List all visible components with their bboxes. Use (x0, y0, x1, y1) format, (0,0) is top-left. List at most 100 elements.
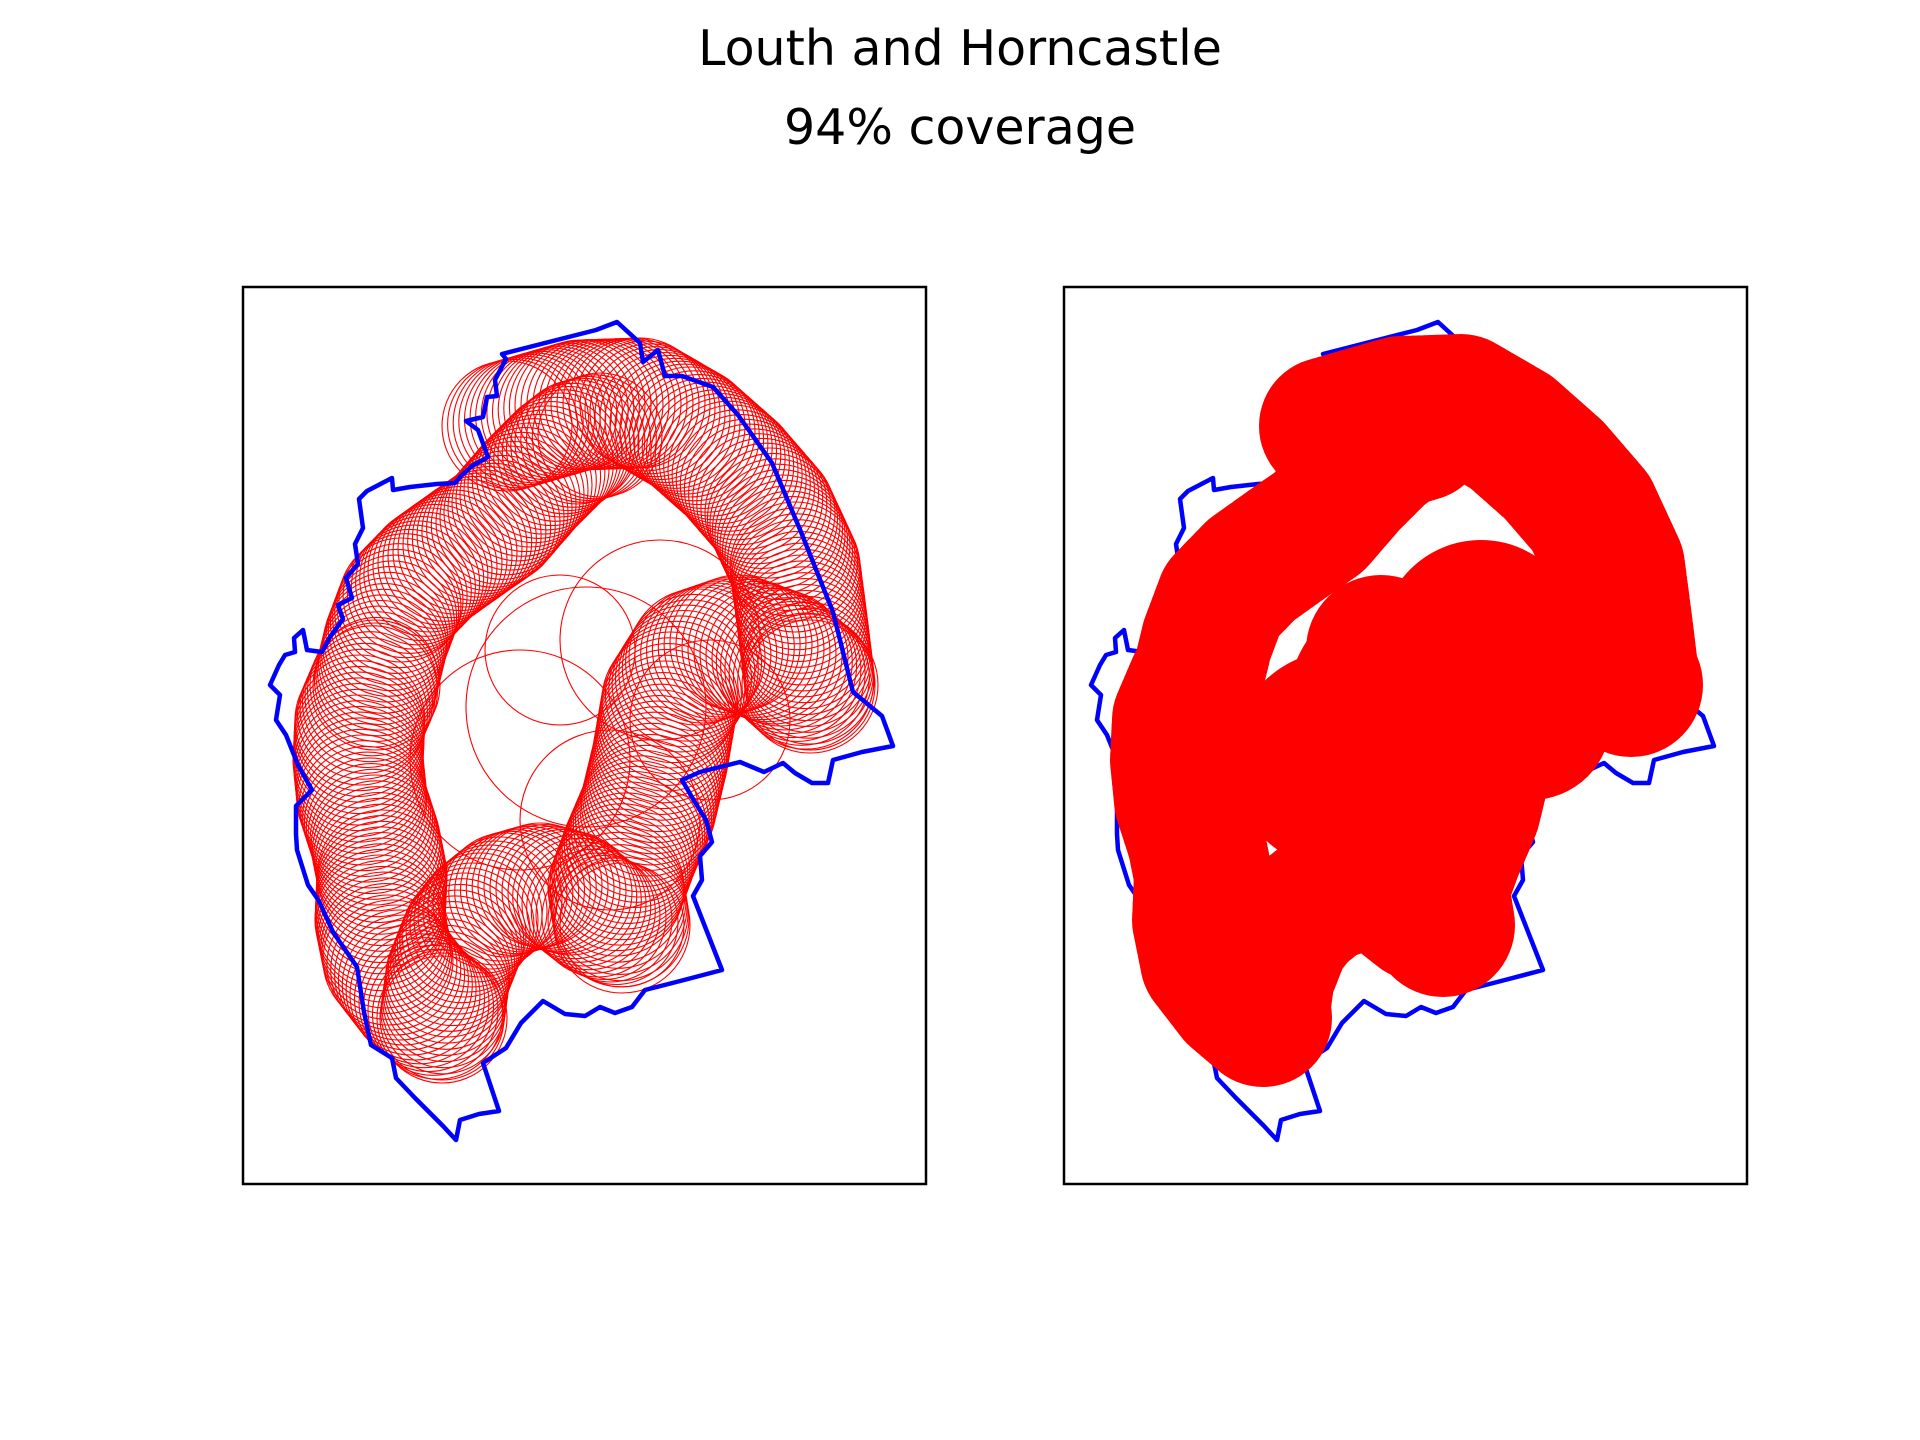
coverage-circle (679, 418, 811, 550)
coverage-circle (599, 351, 731, 484)
coverage-circle (338, 537, 464, 663)
coverage-circle (501, 828, 627, 954)
coverage-circle (307, 768, 439, 900)
coverage-circle (312, 791, 445, 924)
coverage-circle (719, 479, 851, 611)
coverage-circle (604, 626, 742, 764)
coverage-circle (501, 389, 627, 515)
coverage-circle (417, 852, 543, 978)
coverage-circle (548, 825, 686, 963)
coverage-union (1110, 334, 1703, 1087)
coverage-circle (319, 877, 451, 1009)
coverage-circle (640, 584, 778, 722)
coverage-circle (416, 472, 542, 598)
coverage-circle (327, 566, 453, 692)
coverage-circle (663, 576, 801, 714)
coverage-circle (359, 516, 485, 642)
coverage-circle (379, 955, 505, 1081)
coverage-circle (726, 496, 859, 628)
coverage-circle (516, 837, 642, 963)
coverage-circle (471, 418, 597, 544)
coverage-circle (409, 649, 631, 871)
coverage-circle (341, 919, 473, 1051)
coverage-circle (317, 871, 449, 1003)
figure-title: Louth and Horncastle (698, 20, 1222, 77)
coverage-circle (497, 344, 629, 476)
coverage-circle (294, 654, 426, 786)
coverage-circle (402, 482, 528, 608)
coverage-circle (363, 511, 489, 637)
coverage-circle (503, 342, 635, 474)
coverage-circle (392, 489, 518, 615)
coverage-circle (426, 466, 552, 592)
coverage-circle (671, 409, 803, 541)
coverage-circle (633, 374, 765, 506)
coverage-circle (382, 496, 508, 622)
coverage-circle (582, 728, 720, 866)
coverage-circle (483, 824, 609, 950)
coverage-circle (493, 396, 619, 522)
coverage-circle (432, 840, 558, 966)
coverage-circle (320, 883, 452, 1015)
coverage-circle (614, 609, 753, 748)
coverage-circle (531, 374, 657, 500)
coverage-circle (367, 944, 499, 1076)
coverage-circle (550, 837, 688, 976)
coverage-circle (737, 612, 875, 750)
coverage-circle (1451, 640, 1611, 800)
coverage-circle (486, 347, 618, 479)
coverage-circle (551, 808, 689, 946)
coverage-circle (651, 580, 789, 718)
map-panel-outline-circles (241, 285, 928, 1186)
coverage-circle (407, 479, 533, 605)
coverage-circle (559, 539, 761, 741)
coverage-circle (463, 427, 589, 553)
coverage-circle (488, 401, 614, 527)
coverage-circle (587, 706, 725, 844)
coverage-circle (537, 372, 663, 498)
coverage-circle (321, 888, 453, 1020)
coverage-circle (447, 445, 573, 571)
panel-frame (241, 285, 928, 1186)
coverage-circle (484, 574, 636, 726)
coverage-circle (459, 431, 585, 557)
coverage-circle (724, 490, 856, 622)
coverage-circle (322, 894, 454, 1026)
coverage-circle (709, 458, 841, 590)
coverage-circle (692, 433, 824, 565)
coverage-circle (421, 469, 547, 595)
coverage-circle (724, 601, 862, 739)
coverage-circle (530, 848, 656, 974)
coverage-circle (559, 862, 685, 988)
coverage-circle (316, 809, 448, 941)
coverage-circle (629, 639, 791, 801)
coverage-circle (741, 616, 879, 754)
coverage-circle (371, 948, 504, 1080)
coverage-circle (437, 836, 563, 962)
coverage-circle (334, 548, 460, 674)
coverage-circle (310, 780, 442, 912)
coverage-circle (1355, 369, 1487, 501)
panel-frame (1062, 285, 1749, 1186)
coverage-circle (330, 904, 462, 1036)
coverage-circles (292, 337, 879, 1084)
constituency-boundary (267, 319, 896, 1143)
coverage-circle (497, 392, 623, 518)
coverage-circle (588, 700, 726, 838)
coverage-circle (609, 357, 741, 489)
coverage-circle (467, 422, 593, 548)
coverage-circle (376, 952, 508, 1084)
coverage-circle (1306, 575, 1456, 725)
coverage-circle (495, 827, 621, 953)
coverage-circle (579, 340, 711, 472)
constituency-boundary (1088, 319, 1717, 1143)
coverage-circle (465, 586, 707, 828)
coverage-circle (489, 825, 615, 951)
coverage-circle (484, 405, 610, 531)
coverage-circle (716, 474, 849, 606)
coverage-circle (519, 729, 701, 911)
coverage-circle (611, 615, 749, 753)
coverage-circle (699, 585, 837, 723)
